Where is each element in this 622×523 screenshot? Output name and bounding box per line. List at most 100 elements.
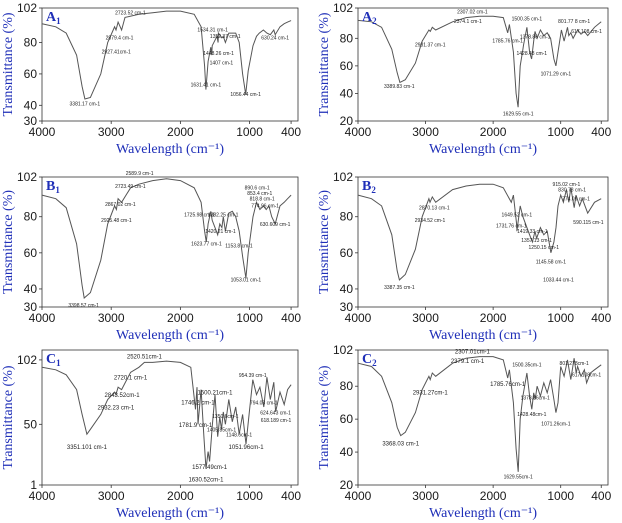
- peak-annotation: 1448.26 cm-1: [203, 51, 234, 57]
- x-tick-label: 1000: [236, 489, 263, 503]
- peak-annotation: 2870.13 cm-1: [419, 206, 450, 212]
- peak-annotation: 1378.86 cm-1: [520, 34, 551, 40]
- spectrum-line: [41, 360, 292, 469]
- y-tick-label: 80: [24, 210, 38, 224]
- peak-annotation: 890.6 cm-1: [245, 186, 270, 192]
- peak-annotation: 617.108 cm-1: [571, 29, 602, 35]
- y-tick-label: 80: [340, 31, 354, 45]
- peak-annotation: 774.09 cm-1: [562, 196, 590, 202]
- y-tick-label: 20: [340, 114, 354, 128]
- plot-frame: [41, 7, 299, 122]
- y-tick-label: 40: [340, 445, 354, 459]
- peak-annotation: 794.03 cm-1: [250, 400, 278, 406]
- panel-label: A2: [362, 10, 377, 26]
- x-tick-label: 3000: [412, 125, 439, 139]
- peak-annotation: 2931.37 cm-1: [415, 43, 446, 49]
- y-tick-label: 102: [333, 170, 353, 184]
- x-tick-label: 2000: [480, 489, 507, 503]
- peak-annotation: 1731.76 cm-1: [496, 224, 527, 230]
- spectrum-line: [357, 15, 602, 108]
- y-tick-label: 80: [340, 210, 354, 224]
- y-tick-label: 60: [24, 246, 38, 260]
- y-tick-label: 80: [24, 36, 38, 50]
- peak-annotation: 2879.4 cm-1: [106, 35, 134, 41]
- chart-a2: 4000 3000 2000 1000 400 102 80 60 40 20 Wavelength…: [317, 1, 612, 157]
- peak-annotation: 1746.2 cm-1: [181, 400, 215, 406]
- spectrum-line: [357, 183, 602, 281]
- chart-c1: 4000 3000 2000 1000 400 102 50 1 Wavelength (cm⁻…: [1, 349, 301, 521]
- peak-annotation: 774.96 cm-1: [251, 204, 279, 210]
- panel-label: A1: [46, 10, 61, 26]
- peak-annotation: 2374.1 cm-1: [454, 19, 482, 25]
- y-tick-label: 40: [340, 282, 354, 296]
- peak-annotation: 2931.27cm-1: [413, 390, 449, 396]
- peak-annotation: 1352.37 cm-1: [210, 34, 241, 40]
- peak-annotation: 1500.35cm-1: [512, 362, 541, 368]
- x-axis-label: Wavelength (cm⁻¹): [429, 142, 537, 157]
- peak-annotation: 1649.52 cm-1: [502, 213, 533, 219]
- peak-annotation: 617.108cm-1: [572, 372, 601, 378]
- peak-annotation: 853.4 cm-1: [247, 191, 272, 197]
- peak-annotation: 1033.44 cm-1: [543, 278, 574, 284]
- x-axis-label: Wavelength (cm⁻¹): [116, 328, 224, 343]
- peak-annotation: 630.24 cm-1: [261, 35, 289, 41]
- y-axis-label: Transmittance (%): [317, 365, 332, 469]
- peak-annotation: 630.609 cm-1: [260, 222, 291, 228]
- peak-annotation: 2720.1 cm-1: [114, 376, 148, 382]
- peak-annotation: 2867.02 cm-1: [105, 202, 136, 208]
- y-tick-label: 30: [24, 300, 38, 314]
- x-axis-label: Wavelength (cm⁻¹): [116, 142, 224, 157]
- panel-label: B1: [46, 179, 60, 195]
- x-tick-label: 400: [591, 489, 611, 503]
- peak-annotation: 1071.29 cm-1: [541, 72, 572, 78]
- peak-annotation: 1785.76cm-1: [490, 382, 526, 388]
- x-tick-label: 3000: [98, 311, 125, 325]
- x-axis-label: Wavelength (cm⁻¹): [429, 328, 537, 343]
- peak-annotation: 2589.9 cm-1: [126, 171, 154, 177]
- y-axis-label: Transmittance (%): [317, 190, 332, 294]
- peak-annotation: 915.02 cm-1: [553, 182, 581, 188]
- y-axis-label: Transmittance (%): [1, 12, 16, 116]
- peak-annotation: 2934.52 cm-1: [415, 218, 446, 224]
- peak-annotation: 818.8 cm-1: [250, 196, 275, 202]
- x-tick-label: 2000: [167, 125, 194, 139]
- x-tick-label: 2000: [167, 489, 194, 503]
- y-tick-label: 30: [340, 300, 354, 314]
- peak-annotation: 1631.41 cm-1: [191, 82, 222, 88]
- peak-annotation: 1785.76 cm-1: [492, 38, 523, 44]
- plot-frame: [41, 349, 299, 486]
- peak-annotation: 1378.86cm-1: [521, 395, 550, 401]
- x-tick-label: 3000: [412, 489, 439, 503]
- x-tick-label: 3000: [98, 489, 125, 503]
- peak-annotation: 1350.6cm-1: [212, 414, 239, 420]
- peak-annotation: 2307.02 cm-1: [457, 10, 488, 16]
- chart-b1: 4000 3000 2000 1000 400 102 80 60 40 30 Wavelength…: [1, 170, 301, 343]
- peak-annotation: 801.278cm-1: [560, 361, 589, 367]
- x-tick-label: 400: [281, 311, 301, 325]
- peak-annotation: 954.39 cm-1: [239, 373, 267, 379]
- peak-annotation: 3387.35 cm-1: [384, 285, 415, 291]
- x-tick-label: 1000: [547, 489, 574, 503]
- chart-c2: 4000 3000 2000 1000 400 102 80 60 40 20 Wavelength…: [317, 343, 612, 521]
- y-axis-label: Transmittance (%): [1, 190, 16, 294]
- x-tick-label: 400: [591, 311, 611, 325]
- peak-annotation: 1500.35 cm-1: [512, 16, 543, 22]
- x-tick-label: 4000: [29, 125, 56, 139]
- x-axis-label: Wavelength (cm⁻¹): [116, 506, 224, 521]
- y-tick-label: 102: [17, 353, 37, 367]
- y-axis-label: Transmittance (%): [1, 365, 16, 469]
- plot-frame: [357, 176, 609, 308]
- x-tick-label: 4000: [29, 311, 56, 325]
- y-tick-label: 60: [340, 412, 354, 426]
- peak-annotation: 1405.85cm-1: [207, 428, 236, 434]
- peak-annotation: 2925.48 cm-1: [101, 218, 132, 224]
- x-tick-label: 400: [591, 125, 611, 139]
- peak-annotation: 3351.101 cm-1: [67, 445, 108, 451]
- peak-annotation: 2932.23 cm-1: [98, 405, 135, 411]
- peak-annotation: 1428.48 cm-1: [516, 51, 547, 57]
- plot-frame: [357, 349, 609, 486]
- peak-annotation: 1357.13 cm-1: [521, 238, 552, 244]
- x-tick-label: 1000: [236, 311, 263, 325]
- x-axis-label: Wavelength (cm⁻¹): [429, 506, 537, 521]
